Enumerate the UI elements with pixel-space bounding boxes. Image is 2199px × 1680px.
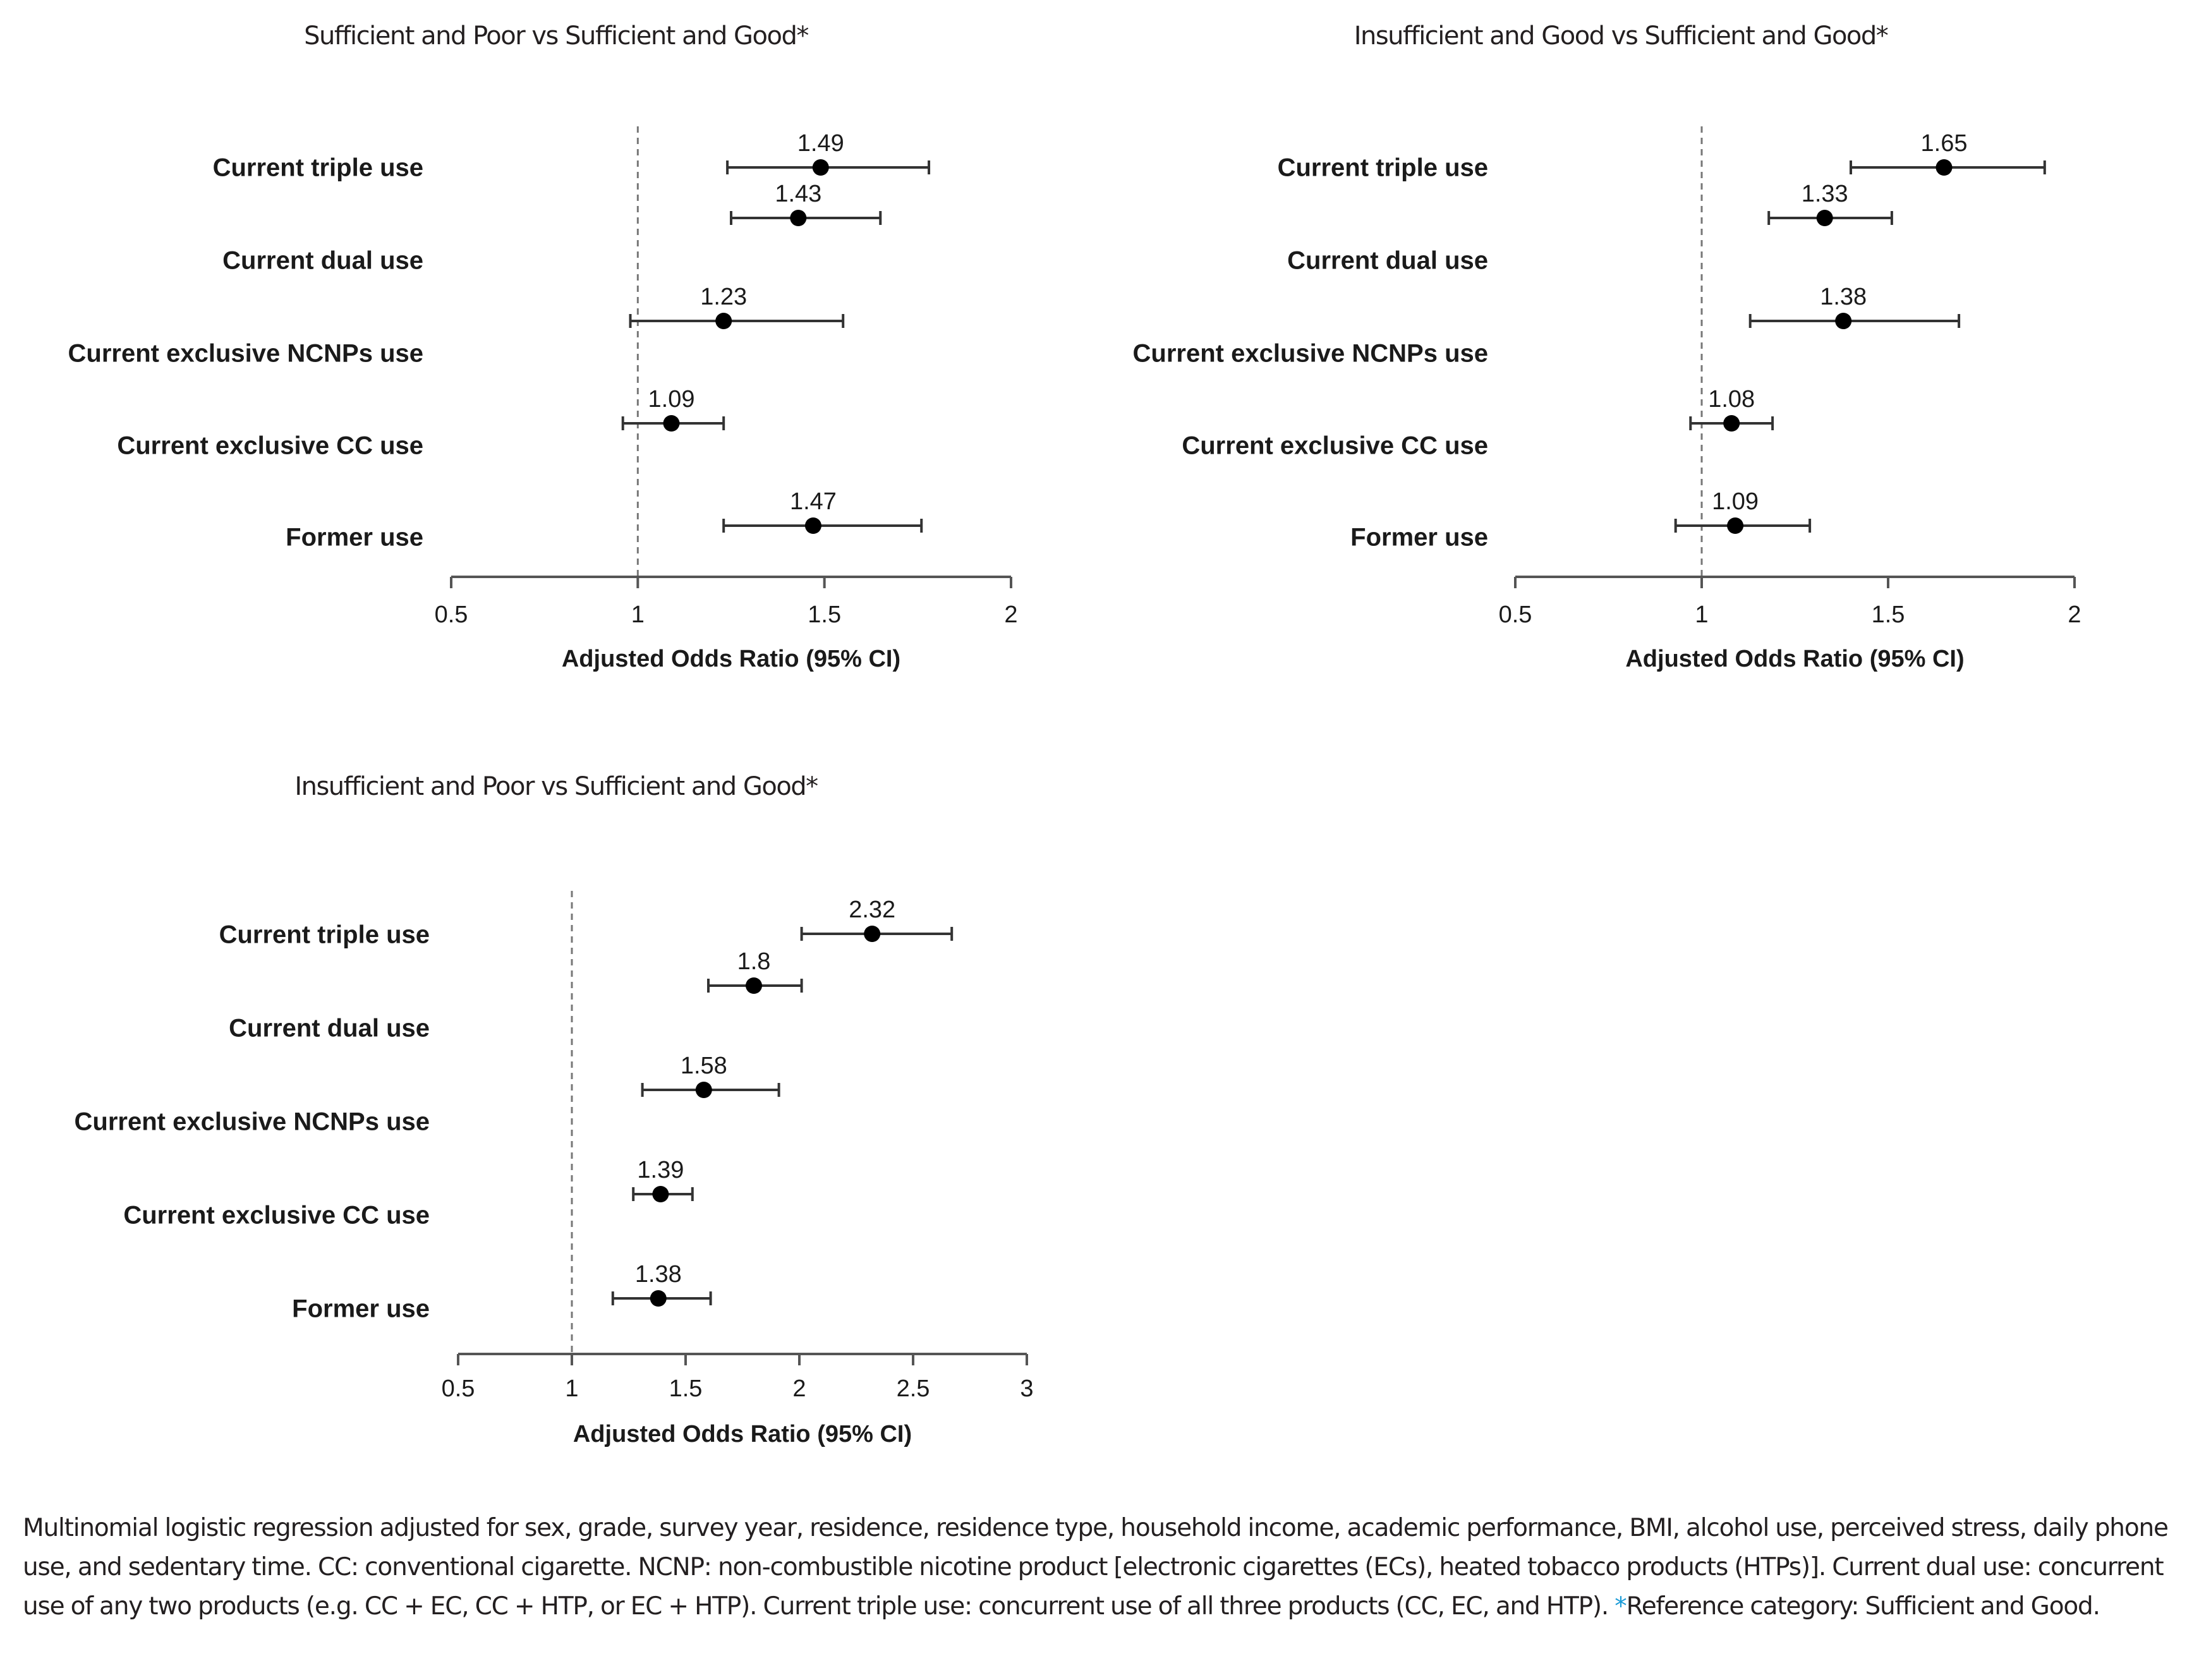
data-label: 1.8 (737, 948, 771, 975)
panel-title: Insufficient and Good vs Sufficient and … (1354, 21, 1888, 51)
point-estimate (1835, 313, 1852, 329)
point-estimate (1727, 517, 1744, 534)
x-tick-label: 1.5 (808, 601, 841, 628)
x-tick-label: 0.5 (435, 601, 468, 628)
row-label: Current triple use (213, 154, 423, 182)
row-label: Current exclusive NCNPs use (75, 1108, 430, 1136)
point-estimate (790, 210, 807, 226)
x-axis-label: Adjusted Odds Ratio (95% CI) (573, 1421, 912, 1447)
x-tick-label: 1.5 (1872, 601, 1905, 628)
data-label: 1.49 (797, 130, 844, 157)
row-label: Former use (286, 524, 423, 552)
x-tick-label: 1 (631, 601, 645, 628)
row-label: Current triple use (219, 921, 430, 949)
data-label: 1.39 (637, 1157, 684, 1183)
row-label: Current exclusive CC use (117, 432, 423, 460)
point-estimate (812, 159, 829, 176)
x-tick-label: 2 (1004, 601, 1017, 628)
data-label: 1.47 (790, 488, 837, 515)
data-label: 1.23 (700, 284, 747, 310)
x-tick-label: 2.5 (897, 1375, 930, 1402)
point-estimate (715, 313, 732, 329)
point-estimate (652, 1186, 669, 1202)
panel-title: Insufficient and Poor vs Sufficient and … (294, 772, 818, 801)
row-label: Former use (1350, 524, 1488, 552)
data-label: 1.33 (1802, 181, 1848, 207)
panel-title: Sufficient and Poor vs Sufficient and Go… (304, 21, 808, 51)
point-estimate (650, 1290, 667, 1307)
reference-note: Reference category: Sufficient and Good. (1626, 1592, 2100, 1621)
point-estimate (1723, 415, 1740, 432)
point-estimate (695, 1082, 712, 1098)
point-estimate (663, 415, 680, 432)
data-label: 1.38 (635, 1261, 682, 1288)
x-tick-label: 1 (1695, 601, 1708, 628)
row-label: Former use (292, 1295, 430, 1323)
reference-marker: * (1614, 1592, 1627, 1621)
data-label: 2.32 (849, 897, 895, 923)
data-label: 1.38 (1820, 284, 1867, 310)
data-label: 1.08 (1708, 386, 1755, 413)
x-tick-label: 2 (2068, 601, 2081, 628)
row-label: Current exclusive CC use (123, 1202, 430, 1230)
x-tick-label: 3 (1020, 1375, 1033, 1402)
forest-plot-figure: Sufficient and Poor vs Sufficient and Go… (68, 21, 2081, 1447)
x-axis-label: Adjusted Odds Ratio (95% CI) (562, 646, 900, 672)
x-tick-label: 1 (565, 1375, 578, 1402)
row-label: Current triple use (1278, 154, 1488, 182)
x-axis-label: Adjusted Odds Ratio (95% CI) (1625, 646, 1964, 672)
x-tick-label: 0.5 (1499, 601, 1532, 628)
data-label: 1.09 (648, 386, 695, 413)
row-label: Current exclusive CC use (1182, 432, 1488, 460)
x-tick-label: 0.5 (442, 1375, 475, 1402)
row-label: Current exclusive NCNPs use (68, 340, 423, 368)
data-label: 1.65 (1921, 130, 1968, 157)
figure-caption: Multinomial logistic regression adjusted… (23, 1509, 2184, 1626)
row-label: Current exclusive NCNPs use (1133, 340, 1488, 368)
point-estimate (1935, 159, 1953, 176)
point-estimate (1816, 210, 1833, 226)
row-label: Current dual use (229, 1015, 430, 1042)
row-label: Current dual use (222, 247, 423, 275)
data-label: 1.09 (1712, 488, 1759, 515)
point-estimate (864, 926, 881, 942)
data-label: 1.58 (681, 1053, 727, 1079)
x-tick-label: 1.5 (669, 1375, 703, 1402)
data-label: 1.43 (775, 181, 821, 207)
x-tick-label: 2 (792, 1375, 806, 1402)
row-label: Current dual use (1287, 247, 1488, 275)
point-estimate (804, 517, 821, 534)
caption-text: Multinomial logistic regression adjusted… (23, 1514, 2169, 1621)
point-estimate (746, 977, 762, 994)
